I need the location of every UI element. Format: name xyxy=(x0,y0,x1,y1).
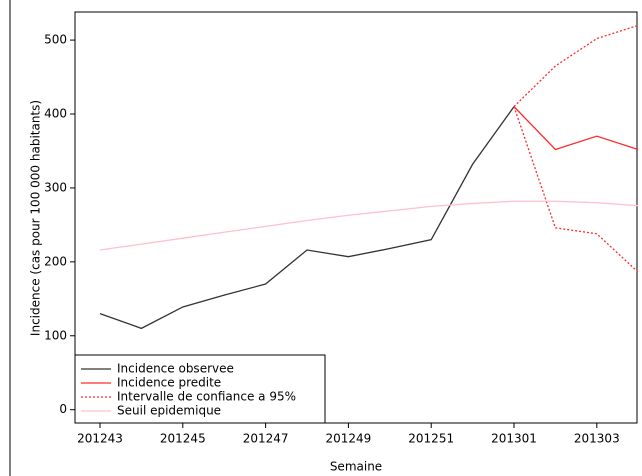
line xyxy=(513,106,639,273)
x-tick-label: 201249 xyxy=(325,432,371,446)
y-tick-label: 500 xyxy=(44,33,67,47)
legend-box xyxy=(74,354,326,424)
plot-frame xyxy=(74,11,638,424)
x-tick-label: 201303 xyxy=(574,432,620,446)
legend-label: Intervalle de confiance a 95% xyxy=(117,390,296,404)
legend-label: Seuil epidemique xyxy=(117,404,221,418)
line xyxy=(99,106,515,330)
line xyxy=(513,106,639,151)
x-tick-label: 201247 xyxy=(243,432,289,446)
y-tick-label: 0 xyxy=(59,402,67,416)
legend-label: Incidence observee xyxy=(117,362,234,376)
x-tick-label: 201243 xyxy=(77,432,123,446)
x-axis-label: Semaine xyxy=(330,460,382,474)
x-tick-label: 201251 xyxy=(408,432,454,446)
y-tick-label: 300 xyxy=(44,180,67,194)
y-axis-label: Incidence (cas pour 100 000 habitants) xyxy=(29,100,43,336)
y-tick-label: 400 xyxy=(44,107,67,121)
x-tick-label: 201301 xyxy=(491,432,537,446)
y-tick-label: 100 xyxy=(44,328,67,342)
line xyxy=(99,200,639,251)
x-tick-label: 201245 xyxy=(160,432,206,446)
line xyxy=(513,24,639,108)
legend-label: Incidence predite xyxy=(117,376,221,390)
y-tick-label: 200 xyxy=(44,254,67,268)
